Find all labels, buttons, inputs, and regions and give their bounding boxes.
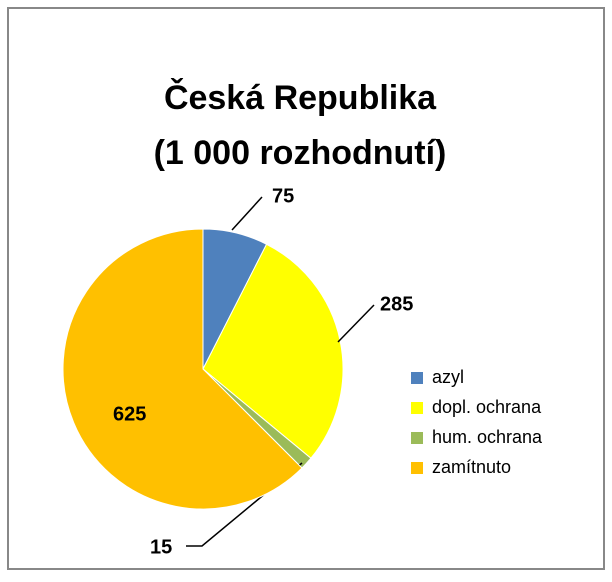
legend-label: hum. ochrana	[432, 427, 543, 447]
data-label: 75	[272, 185, 294, 207]
leader-line	[337, 304, 375, 343]
legend-swatch	[411, 432, 423, 444]
data-label: 15	[150, 536, 172, 558]
data-label: 625	[113, 403, 146, 425]
chart-title: (1 000 rozhodnutí)	[154, 134, 447, 172]
legend-label: zamítnuto	[432, 457, 511, 477]
legend-label: dopl. ochrana	[432, 397, 542, 417]
legend-swatch	[411, 372, 423, 384]
chart-title: Česká Republika	[164, 78, 437, 117]
pie-slice	[62, 228, 303, 510]
data-label: 285	[380, 293, 413, 315]
leader-line	[231, 196, 263, 231]
legend-swatch	[411, 402, 423, 414]
legend-label: azyl	[432, 367, 464, 387]
legend-swatch	[411, 462, 423, 474]
